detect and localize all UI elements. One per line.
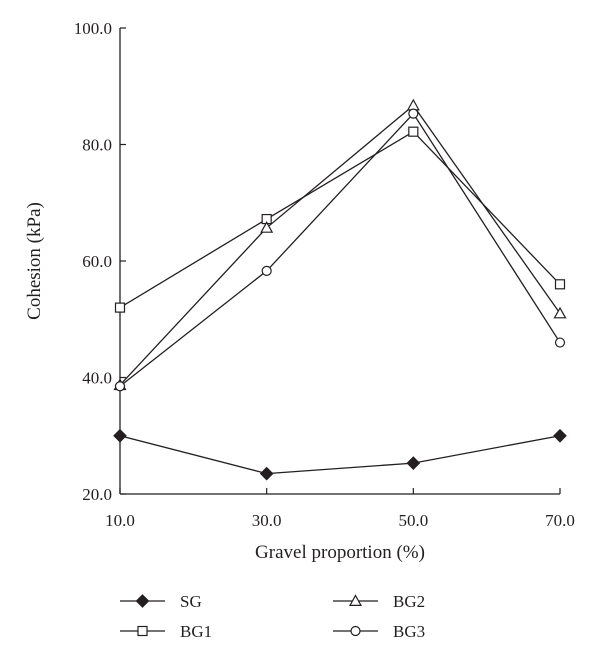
legend-item-bg1: BG1	[120, 622, 212, 641]
legend-label-sg: SG	[180, 592, 202, 611]
x-tick-label: 10.0	[105, 511, 135, 530]
y-axis-ticks: 20.0 40.0 60.0 80.0 100.0	[74, 19, 126, 504]
x-tick-label: 70.0	[545, 511, 575, 530]
legend-label-bg2: BG2	[393, 592, 425, 611]
data-point-bg2	[406, 98, 420, 111]
data-point-bg3	[261, 265, 272, 277]
data-point-bg2	[553, 306, 567, 319]
x-axis-ticks: 10.0 30.0 50.0 70.0	[105, 488, 575, 530]
series-layer	[113, 98, 567, 481]
y-tick-label: 100.0	[74, 19, 112, 38]
y-tick-label: 60.0	[82, 252, 112, 271]
data-point-bg3	[114, 381, 126, 392]
y-tick-label: 20.0	[82, 485, 112, 504]
y-axis-title: Cohesion (kPa)	[24, 202, 45, 320]
series-line-sg	[119, 435, 561, 475]
data-point-bg1	[554, 279, 566, 290]
data-point-bg2	[260, 221, 274, 233]
legend-label-bg1: BG1	[180, 622, 212, 641]
series-line-bg3	[119, 112, 561, 387]
x-tick-label: 30.0	[252, 511, 282, 530]
legend-label-bg3: BG3	[393, 622, 425, 641]
legend-marker-bg2	[348, 594, 363, 607]
data-point-sg	[406, 456, 421, 470]
y-tick-label: 40.0	[82, 369, 112, 388]
data-point-sg	[259, 466, 274, 481]
x-axis-title: Gravel proportion (%)	[255, 542, 425, 563]
legend-item-bg2: BG2	[333, 592, 425, 611]
y-tick-label: 80.0	[82, 136, 112, 155]
legend-marker-sg	[135, 594, 150, 608]
legend-marker-bg3	[350, 625, 361, 637]
data-point-bg3	[554, 337, 566, 348]
plot-area: 20.0 40.0 60.0 80.0 100.0 10.0 30.0 50.0 70.0	[74, 19, 575, 530]
legend-marker-bg1	[137, 625, 148, 637]
data-point-sg	[113, 428, 127, 443]
data-point-bg1	[408, 126, 419, 137]
data-point-sg	[553, 428, 567, 443]
legend-item-bg3: BG3	[333, 622, 425, 641]
series-bg1	[114, 126, 566, 313]
series-sg	[113, 428, 567, 481]
series-line-bg1	[119, 130, 561, 309]
data-point-bg1	[114, 302, 126, 313]
legend-item-sg: SG	[120, 592, 202, 611]
series-line-bg2	[119, 104, 561, 386]
x-tick-label: 50.0	[398, 511, 428, 530]
series-bg3	[114, 108, 566, 392]
data-point-bg3	[408, 108, 419, 119]
legend: SG BG1 BG2 BG3	[120, 592, 425, 641]
